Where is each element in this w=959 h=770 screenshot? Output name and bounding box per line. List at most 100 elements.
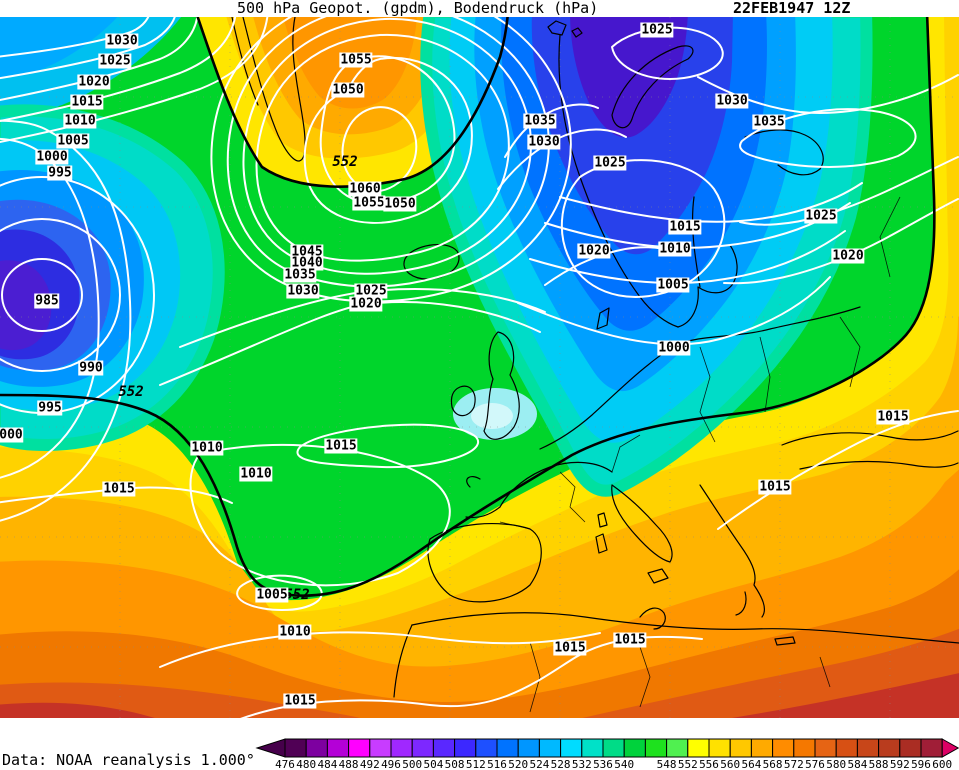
colorbar-segment	[560, 738, 583, 758]
colorbar-tick-label: 524	[529, 758, 549, 770]
colorbar-segment	[454, 738, 477, 758]
pressure-label: 1010	[239, 466, 273, 482]
colorbar-segment	[750, 738, 774, 758]
pressure-label: 1010	[658, 241, 692, 257]
coastlines	[231, 17, 959, 698]
pressure-label: 1025	[98, 53, 132, 69]
colorbar-segment	[856, 738, 880, 758]
pressure-label: 1040	[290, 255, 324, 271]
colorbar-segment	[708, 738, 731, 758]
colorbar-tick-label: 556	[699, 758, 719, 770]
colorbar-segment	[666, 738, 689, 758]
pressure-label: 1025	[640, 22, 674, 38]
pressure-label: 1005	[255, 587, 289, 603]
pressure-label: 1055	[352, 195, 386, 211]
contour-label-layer: 552 552 552 1030 1025 1020 1015 1010 1005 1000 995…	[0, 17, 959, 718]
colorbar-tick-label: 500	[402, 758, 422, 770]
colorbar-tick-label: 480	[296, 758, 316, 770]
pressure-label: 1025	[804, 208, 838, 224]
pressure-label: 1020	[77, 74, 111, 90]
pressure-label: 1000	[657, 340, 691, 356]
pressure-label: 1015	[283, 693, 317, 709]
pressure-label: 1020	[577, 243, 611, 259]
pressure-label: 1020	[831, 248, 865, 264]
colorbar-segment	[623, 738, 646, 758]
pressure-label: 1055	[339, 52, 373, 68]
geopotential-contour	[0, 17, 936, 597]
colorbar-tick-label: 476	[275, 758, 295, 770]
colorbar-tick-label: 600	[932, 758, 952, 770]
colorbar-segment	[581, 738, 604, 758]
data-source: Data: NOAA reanalysis 1.000°	[2, 751, 255, 769]
pressure-label: 1015	[102, 481, 136, 497]
colorbar-segment	[814, 738, 837, 758]
colorbar-segment	[411, 738, 434, 758]
pressure-label: 1015	[613, 632, 647, 648]
colorbar-tick-label: 508	[445, 758, 465, 770]
colorbar-segment	[835, 738, 858, 758]
graticule	[0, 17, 959, 718]
color-scale-legend: 476 480 484 488 492 496 500 504 508 512 516 520 524 5…	[255, 738, 959, 770]
colorbar-segment	[878, 738, 901, 758]
title-bar: 500 hPa Geopot. (gpdm), Bodendruck (hPa)…	[0, 0, 959, 17]
pressure-label: 1015	[876, 409, 910, 425]
footer: Data: NOAA reanalysis 1.000° (C) Wetterz…	[0, 718, 959, 770]
colorbar-right-arrow	[941, 738, 959, 758]
pressure-label: 1050	[331, 82, 365, 98]
colorbar-tick-label: 580	[826, 758, 846, 770]
pressure-label: 1010	[278, 624, 312, 640]
pressure-label: 1005	[656, 277, 690, 293]
pressure-label: 1000	[35, 149, 69, 165]
colorbar-tick-label: 512	[466, 758, 486, 770]
colorbar-segment	[496, 738, 519, 758]
pressure-label: 1035	[752, 114, 786, 130]
colorbar-segment	[772, 738, 795, 758]
colorbar-tick-label: 516	[487, 758, 507, 770]
pressure-label: 1010	[190, 440, 224, 456]
colorbar-segment	[538, 738, 562, 758]
colorbar-segment	[793, 738, 816, 758]
pressure-label: 1060	[348, 181, 382, 197]
colorbar-segment	[432, 738, 456, 758]
colorbar-segment	[602, 738, 625, 758]
colorbar-segment	[920, 738, 943, 758]
colorbar-tick-label: 568	[763, 758, 783, 770]
pressure-label: 1030	[286, 283, 320, 299]
colorbar-segment	[475, 738, 498, 758]
pressure-label: 000	[0, 427, 24, 443]
pressure-label: 1010	[63, 113, 97, 129]
colorbar-segment	[644, 738, 668, 758]
geopotential-label: 552	[332, 154, 358, 170]
pressure-label: 1025	[354, 283, 388, 299]
pressure-label: 995	[47, 165, 73, 181]
colorbar-tick-label: 552	[678, 758, 698, 770]
colorbar-tick-label: 576	[805, 758, 825, 770]
colorbar-segment	[687, 738, 710, 758]
colorbar-segment	[729, 738, 752, 758]
colorbar-tick-label: 496	[381, 758, 401, 770]
colorbar-tick-label: 572	[784, 758, 804, 770]
pressure-label: 1030	[527, 134, 561, 150]
map-datetime: 22FEB1947 12Z	[733, 0, 851, 17]
colorbar-tick-label: 492	[360, 758, 380, 770]
pressure-label: 1015	[758, 479, 792, 495]
pressure-label: 1030	[105, 33, 139, 49]
colorbar-tick-label: 584	[847, 758, 867, 770]
colorbar-tick-label: 520	[508, 758, 528, 770]
colorbar-segment	[517, 738, 540, 758]
colorbar-tick-label: 564	[741, 758, 761, 770]
colorbar-segment	[390, 738, 413, 758]
colorbar-segment	[348, 738, 371, 758]
colorbar-segment	[305, 738, 328, 758]
pressure-label: 1050	[383, 196, 417, 212]
colorbar-tick-label: 540	[614, 758, 634, 770]
pressure-label: 1005	[56, 133, 90, 149]
pressure-label: 1035	[283, 267, 317, 283]
colorbar-tick-label: 596	[911, 758, 931, 770]
colorbar-tick-label: 484	[317, 758, 337, 770]
colorbar-tick-label: 548	[657, 758, 677, 770]
attribution: Data: NOAA reanalysis 1.000° (C) Wetterz…	[2, 720, 255, 770]
colorbar-segment	[899, 738, 922, 758]
pressure-label: 1025	[593, 155, 627, 171]
